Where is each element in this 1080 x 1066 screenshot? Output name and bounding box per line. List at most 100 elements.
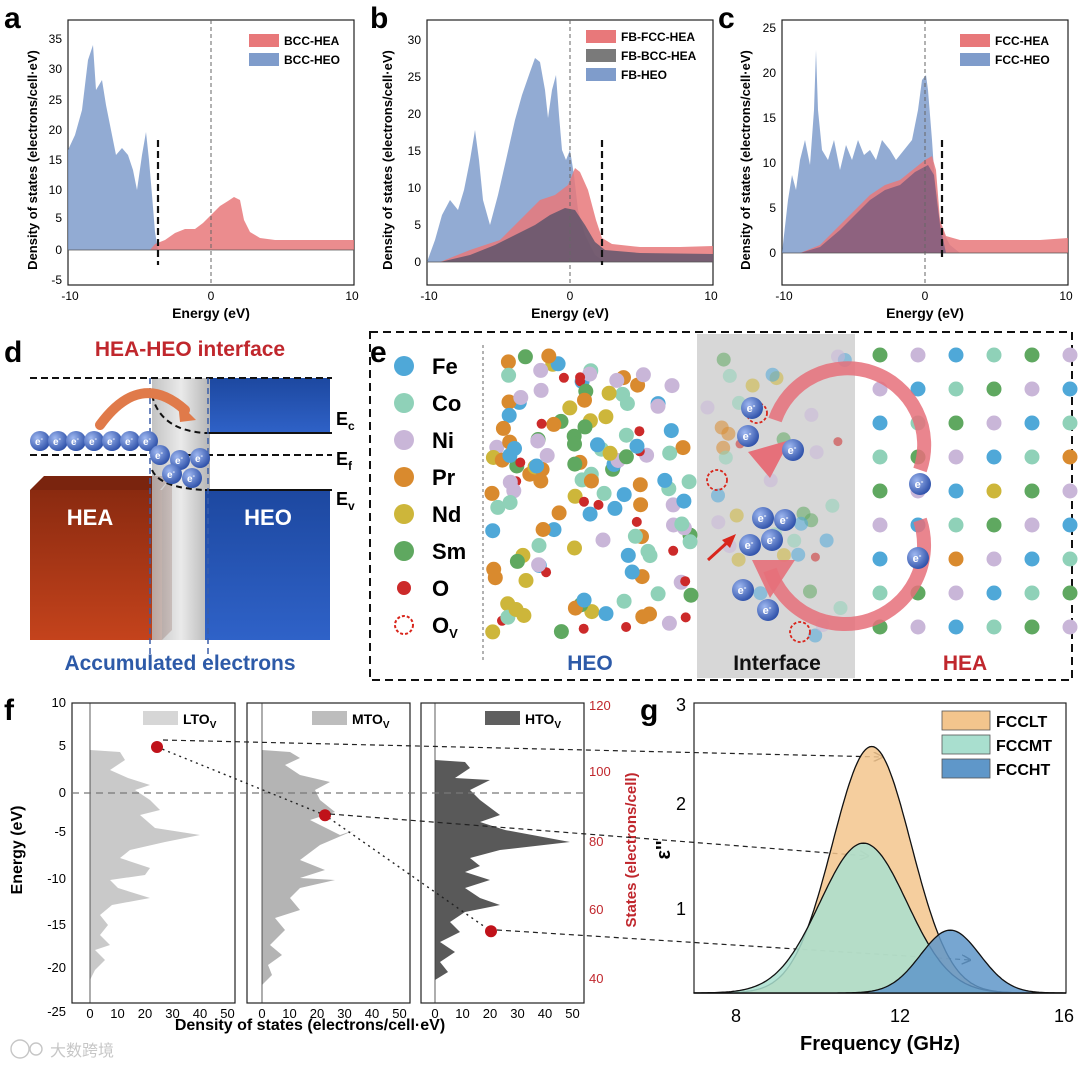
panel-c-xticks: -10 0 10: [775, 289, 1073, 303]
atom: [598, 606, 614, 622]
legend-item-nd: Nd: [394, 502, 461, 527]
accumulated-electrons-label: Accumulated electrons: [64, 652, 295, 675]
panel-g-ytick: 3: [676, 695, 686, 715]
panel-a-ytick: 20: [49, 123, 63, 137]
panel-f-right-label: States (electrons/cell): [623, 772, 640, 927]
panel-f-ytick: 0: [59, 785, 66, 800]
svg-text:e-: e-: [53, 436, 62, 448]
electron: e-: [732, 579, 754, 601]
atom: [546, 416, 562, 432]
svg-text:e-: e-: [107, 436, 116, 448]
atom: [529, 458, 545, 474]
atom: [575, 372, 586, 383]
svg-text:Sm: Sm: [432, 539, 466, 564]
circulation-arrow-top: [768, 361, 932, 473]
svg-text:e-: e-: [195, 453, 204, 465]
panel-f-xtick: 50: [220, 1006, 234, 1021]
panel-b-legend-bcc: FB-BCC-HEA: [621, 49, 697, 63]
svg-text:Fe: Fe: [432, 354, 458, 379]
atom: [635, 609, 651, 625]
atom: [986, 381, 1002, 397]
atom: [535, 522, 551, 537]
electron: e-: [774, 509, 796, 531]
heo-block: [205, 490, 330, 640]
panel-b-legend-fcc: FB-FCC-HEA: [621, 30, 695, 44]
atom: [872, 517, 888, 533]
electron: e-: [752, 507, 774, 529]
atom: [1062, 483, 1078, 499]
panel-f-xtick: 40: [365, 1006, 379, 1021]
panel-f-xticks: 0 10 20 30 40 50 0 10 20 30 40 50 0 10 20 30 40 50: [86, 1006, 579, 1021]
electron: e-: [782, 439, 804, 461]
svg-text:OV: OV: [432, 613, 458, 641]
atom: [632, 477, 648, 493]
atom: [533, 362, 549, 378]
atom: [650, 586, 666, 602]
atom: [825, 498, 840, 513]
atom: [567, 540, 582, 556]
atom: [910, 347, 926, 363]
atom: [567, 488, 583, 504]
atom: [948, 381, 964, 397]
atom: [657, 472, 673, 488]
atom: [539, 448, 555, 463]
atom: [948, 551, 964, 567]
panel-c-legend-hea: FCC-HEA: [995, 34, 1049, 48]
electron: e-: [138, 431, 158, 451]
svg-text:Nd: Nd: [432, 502, 461, 527]
states-point-3: [485, 925, 497, 938]
electron: e-: [150, 445, 170, 465]
electron: e-: [182, 468, 202, 488]
states-points: [151, 741, 497, 938]
atom: [680, 612, 691, 623]
panel-g-xlabel: Frequency (GHz): [800, 1033, 960, 1055]
svg-text:Ni: Ni: [432, 428, 454, 453]
legend-item-ni: Ni: [394, 428, 454, 453]
atom: [787, 533, 802, 548]
atom: [700, 400, 715, 415]
atom: [1024, 449, 1040, 465]
atom: [631, 516, 642, 527]
panel-a-ytick: 10: [49, 183, 63, 197]
panel-f-ytick: -15: [47, 917, 66, 932]
panel-b-yticks: 0 5 10 15 20 25 30: [408, 33, 422, 269]
panel-f-xtick: 10: [455, 1006, 469, 1021]
atom: [518, 573, 534, 588]
panel-f-mto-label: MTOV: [352, 711, 390, 731]
panel-b-xlabel: Energy (eV): [531, 305, 609, 321]
atom: [635, 367, 651, 383]
atom: [1024, 347, 1040, 363]
svg-text:e-: e-: [767, 533, 776, 547]
atom: [1062, 347, 1078, 363]
watermark: 大数跨境: [10, 1039, 114, 1060]
atom: [485, 624, 501, 640]
panel-a-yticks: -5 0 5 10 15 20 25 30 35: [49, 32, 63, 287]
panel-d-interface-schematic: HEA-HEO interface HEA HEO Ec Ef Ev e-e-e…: [30, 338, 355, 675]
watermark-text: 大数跨境: [50, 1041, 114, 1060]
atom: [576, 592, 592, 608]
atom: [731, 552, 746, 567]
f-to-g-arrows: [162, 739, 970, 960]
atom: [1062, 415, 1078, 431]
panel-a-ytick: 30: [49, 62, 63, 76]
series-fccht: [694, 929, 1066, 994]
svg-text:O: O: [432, 576, 449, 601]
atom: [948, 619, 964, 635]
region-interface: Interface: [733, 652, 821, 675]
atom: [986, 415, 1002, 431]
panel-f-lto-label: LTOV: [183, 711, 217, 731]
atom: [1024, 585, 1040, 601]
panel-c-xtick: -10: [775, 289, 793, 303]
svg-text:e-: e-: [743, 429, 752, 443]
panel-f-xtick: 20: [483, 1006, 497, 1021]
panel-letter-a: a: [4, 2, 21, 35]
atom: [629, 438, 645, 454]
atom: [1024, 415, 1040, 431]
panel-c-legend-heo: FCC-HEO: [995, 53, 1050, 67]
electrons: e-e-e-e-e-e-e-e-e-e-e-: [732, 397, 931, 621]
legend-item-o: OV: [394, 613, 458, 641]
panel-b-ylabel: Density of states (electrons/cell·eV): [380, 50, 395, 270]
atom: [819, 533, 834, 548]
hea-block: [30, 490, 162, 640]
panel-b-bcc-area: [440, 208, 713, 262]
